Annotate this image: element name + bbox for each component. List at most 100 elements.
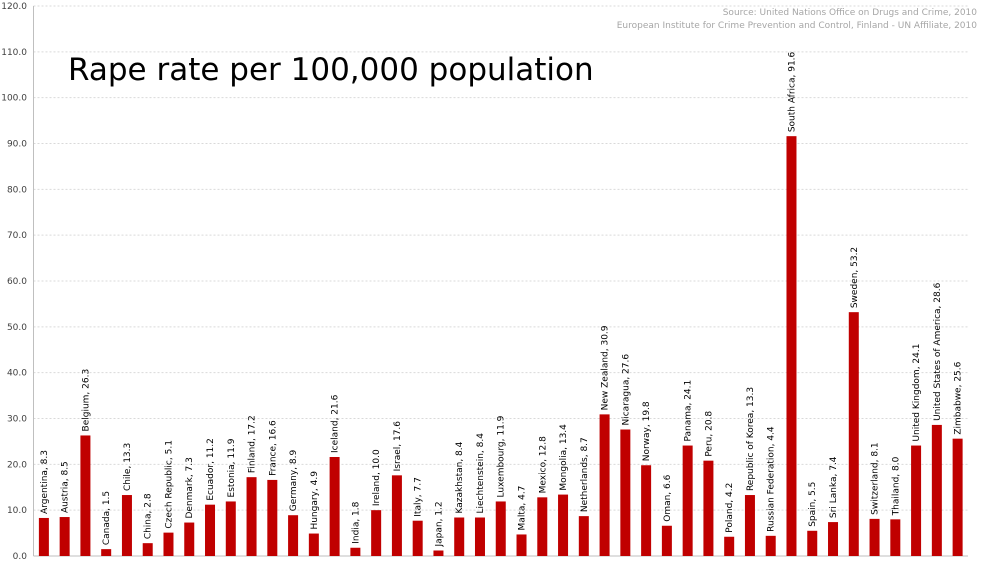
bar (495, 501, 506, 556)
data-label: France, 16.6 (268, 420, 278, 476)
data-label: Germany, 8.9 (289, 450, 299, 512)
bar (620, 429, 631, 556)
y-tick-label: 90.0 (7, 140, 27, 150)
y-tick-label: 20.0 (7, 460, 27, 470)
data-label: Poland, 4.2 (725, 483, 735, 533)
bar (786, 136, 797, 556)
data-label: Spain, 5.5 (808, 482, 818, 527)
source-line-2: European Institute for Crime Prevention … (616, 21, 977, 31)
bar (641, 465, 652, 556)
bar (205, 504, 216, 556)
y-tick-label: 30.0 (7, 415, 27, 425)
y-tick-label: 80.0 (7, 185, 27, 195)
data-label: Zimbabwe, 25.6 (954, 361, 964, 434)
data-label: Czech Republic, 5.1 (164, 440, 174, 529)
data-label: Estonia, 11.9 (227, 438, 237, 497)
bar (744, 495, 755, 556)
bar (931, 424, 942, 556)
bar (163, 532, 174, 556)
bar (474, 517, 485, 556)
data-label: Thailand, 8.0 (891, 456, 901, 516)
bar (952, 438, 963, 556)
data-label: Japan, 1.2 (434, 501, 444, 547)
data-label: Panama, 24.1 (684, 380, 694, 442)
data-label: South Africa, 91.6 (787, 51, 797, 132)
y-tick-label: 50.0 (7, 323, 27, 333)
bar (329, 457, 340, 556)
bar (121, 495, 132, 556)
bar (911, 445, 922, 556)
bar (38, 517, 49, 556)
bar (267, 479, 278, 556)
y-tick-label: 10.0 (7, 506, 27, 516)
bar (828, 522, 839, 556)
bar (807, 530, 818, 556)
data-label: Luxembourg, 11.9 (497, 415, 507, 497)
data-label: United States of America, 28.6 (933, 282, 943, 420)
bar (558, 494, 569, 556)
data-label: Mongolia, 13.4 (559, 424, 569, 491)
data-label: Mexico, 12.8 (538, 436, 548, 493)
data-label: Iceland, 21.6 (331, 394, 341, 453)
data-label: Chile, 13.3 (123, 443, 133, 491)
data-label: Nicaragua, 27.6 (621, 354, 631, 426)
y-tick-label: 70.0 (7, 231, 27, 241)
data-label: Republic of Korea, 13.3 (746, 387, 756, 491)
bar (371, 510, 382, 556)
y-tick-label: 0.0 (13, 552, 28, 562)
bar (454, 517, 465, 556)
bar (59, 517, 70, 556)
bar (308, 533, 319, 556)
bar (890, 519, 901, 556)
data-label: Kazakhstan, 8.4 (455, 441, 465, 513)
data-label: Denmark, 7.3 (185, 457, 195, 518)
data-label: Russian Federation, 4.4 (767, 426, 777, 532)
bar (869, 518, 880, 556)
bar (225, 501, 236, 556)
chart-title: Rape rate per 100,000 population (68, 52, 594, 88)
bar (848, 312, 859, 556)
bar (350, 547, 361, 556)
source-note: Source: United Nations Office on Drugs a… (617, 7, 977, 33)
bar (537, 497, 548, 556)
data-label: Oman, 6.6 (663, 474, 673, 521)
data-label: Ireland, 10.0 (372, 449, 382, 506)
y-tick-label: 120.0 (1, 2, 27, 12)
bar (599, 414, 610, 556)
bar (101, 549, 112, 556)
data-label: Argentina, 8.3 (40, 450, 50, 514)
bar (661, 525, 672, 556)
data-label: Israel, 17.6 (393, 421, 403, 472)
bar (412, 520, 423, 556)
y-tick-label: 110.0 (1, 48, 27, 58)
data-label: Italy, 7.7 (414, 477, 424, 517)
bar (516, 534, 527, 556)
bar (682, 445, 693, 556)
bar (765, 535, 776, 556)
bar (703, 460, 714, 556)
bar (288, 515, 299, 556)
data-label: Peru, 20.8 (704, 411, 714, 457)
data-label: China, 2.8 (144, 493, 154, 539)
bar (578, 516, 589, 556)
data-label: Finland, 17.2 (248, 415, 258, 473)
bar (724, 536, 735, 556)
source-line-1: Source: United Nations Office on Drugs a… (722, 8, 977, 18)
data-label: Austria, 8.5 (61, 461, 71, 513)
y-tick-label: 100.0 (1, 94, 27, 104)
bar (142, 543, 153, 556)
data-label: Netherlands, 8.7 (580, 437, 590, 512)
bar (80, 435, 91, 556)
data-label: Belgium, 26.3 (81, 369, 91, 432)
data-label: Canada, 1.5 (102, 491, 112, 545)
bar (433, 550, 444, 556)
bar (391, 475, 402, 556)
data-label: Malta, 4.7 (518, 486, 528, 531)
data-label: Norway, 19.8 (642, 401, 652, 461)
bar (246, 477, 257, 556)
data-label: Hungary, 4.9 (310, 471, 320, 530)
y-tick-label: 60.0 (7, 277, 27, 287)
data-label: Switzerland, 8.1 (871, 442, 881, 515)
data-label: United Kingdom, 24.1 (912, 344, 922, 442)
